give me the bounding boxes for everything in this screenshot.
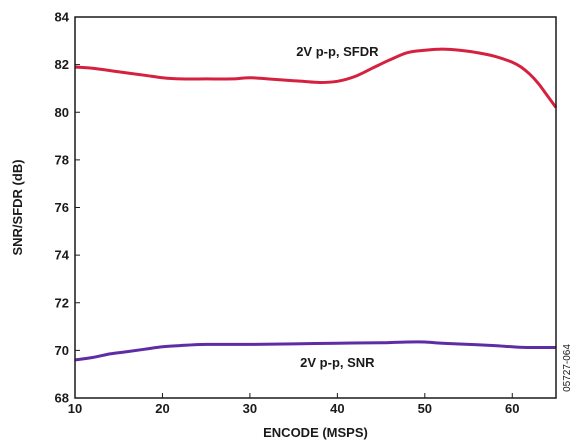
y-tick-label: 70 [55, 343, 69, 358]
y-tick-label: 76 [55, 200, 69, 215]
y-tick-label: 78 [55, 152, 69, 167]
x-tick-label: 30 [243, 401, 257, 416]
y-tick-label: 72 [55, 295, 69, 310]
y-tick-label: 68 [55, 391, 69, 406]
y-axis-title: SNR/SFDR (dB) [10, 159, 25, 255]
x-axis-title: ENCODE (MSPS) [263, 425, 368, 440]
y-tick-label: 84 [55, 10, 70, 25]
x-tick-label: 10 [68, 401, 82, 416]
y-tick-label: 82 [55, 57, 69, 72]
x-tick-label: 40 [330, 401, 344, 416]
series-annotation: 2V p-p, SFDR [296, 44, 379, 59]
x-tick-label: 20 [155, 401, 169, 416]
x-tick-label: 60 [505, 401, 519, 416]
series-annotation: 2V p-p, SNR [300, 355, 375, 370]
series-line-sfdr [74, 47, 558, 109]
x-tick-label: 50 [418, 401, 432, 416]
y-tick-label: 80 [55, 105, 69, 120]
series-line-snr [74, 340, 557, 362]
plot-marks: 2V p-p, SFDR 2V p-p, SNR [74, 44, 558, 370]
axes: 10 20 30 40 50 60 68 70 72 74 76 78 80 82 84 [55, 10, 520, 417]
y-tick-label: 74 [55, 248, 70, 263]
figure-id: 05727-064 [562, 344, 573, 392]
